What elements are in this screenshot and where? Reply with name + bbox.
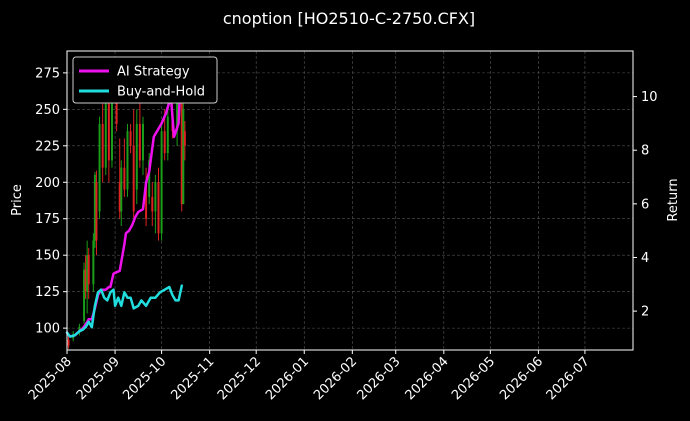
candle-body bbox=[83, 269, 86, 321]
candle-body bbox=[110, 94, 113, 161]
y-right-tick-label: 2 bbox=[641, 305, 649, 320]
y-tick-label: 250 bbox=[35, 103, 60, 118]
candle-body bbox=[126, 131, 129, 190]
x-tick-label: 2025-12 bbox=[215, 354, 264, 403]
candle-body bbox=[145, 182, 148, 219]
y-right-tick-label: 10 bbox=[641, 90, 658, 105]
candle-body bbox=[182, 109, 185, 205]
x-tick-label: 2026-05 bbox=[449, 354, 498, 403]
candle-body bbox=[123, 167, 126, 190]
x-tick-label: 2026-01 bbox=[263, 354, 312, 403]
candle-body bbox=[104, 102, 107, 168]
x-tick-label: 2025-10 bbox=[120, 354, 169, 403]
candle-body bbox=[148, 160, 151, 197]
candle-body bbox=[138, 123, 141, 161]
candle-body bbox=[160, 131, 163, 234]
x-tick-label: 2026-03 bbox=[355, 354, 404, 403]
candle-body bbox=[115, 94, 118, 124]
x-tick-label: 2025-11 bbox=[168, 354, 217, 403]
y-tick-label: 100 bbox=[35, 322, 60, 337]
y-tick-label: 125 bbox=[35, 285, 60, 300]
x-tick-label: 2025-09 bbox=[74, 354, 123, 403]
candle-body bbox=[163, 131, 166, 154]
series-line-buy-and-hold bbox=[65, 284, 184, 338]
candle-body bbox=[141, 123, 144, 161]
y-tick-label: 275 bbox=[35, 66, 60, 81]
candle-body bbox=[118, 182, 121, 212]
candle-body bbox=[180, 102, 183, 205]
x-tick-label: 2025-08 bbox=[26, 354, 75, 403]
y-right-tick-label: 8 bbox=[641, 144, 649, 159]
y-axis-right-label: Return bbox=[666, 178, 681, 221]
chart-title: cnoption [HO2510-C-2750.CFX] bbox=[223, 9, 475, 28]
candle-body bbox=[107, 102, 110, 161]
candle-body bbox=[176, 102, 179, 132]
x-tick-label: 2026-06 bbox=[497, 354, 546, 403]
candle-body bbox=[151, 196, 154, 212]
candle-body bbox=[120, 167, 123, 212]
legend-label-ai-strategy: AI Strategy bbox=[117, 65, 190, 80]
x-tick-label: 2026-04 bbox=[403, 354, 452, 403]
candle-body bbox=[157, 182, 160, 234]
legend-label-buy-and-hold: Buy-and-Hold bbox=[117, 85, 205, 100]
candle-body bbox=[95, 182, 98, 241]
y-right-tick-label: 6 bbox=[641, 197, 649, 212]
y-tick-label: 225 bbox=[35, 139, 60, 154]
candle-body bbox=[98, 123, 101, 212]
series-lines bbox=[65, 79, 184, 338]
grid-lines bbox=[66, 51, 633, 350]
left-axis: 100 125 150 175 200 225 250 275 bbox=[35, 66, 67, 337]
x-tick-label: 2026-02 bbox=[311, 354, 360, 403]
candle-body bbox=[166, 116, 169, 154]
candle-body bbox=[132, 145, 135, 212]
y-tick-label: 175 bbox=[35, 212, 60, 227]
right-axis: 2 4 6 8 10 bbox=[633, 90, 658, 320]
series-line-ai-strategy bbox=[65, 79, 184, 338]
candle-body bbox=[67, 339, 70, 346]
legend: AI Strategy Buy-and-Hold bbox=[72, 56, 218, 104]
y-tick-label: 200 bbox=[35, 176, 60, 191]
candle-body bbox=[135, 123, 138, 190]
candle-body bbox=[129, 131, 132, 146]
candle-body bbox=[101, 123, 104, 168]
plot-frame bbox=[66, 50, 634, 351]
candle-body bbox=[92, 240, 95, 285]
y-axis-label: Price bbox=[10, 184, 25, 216]
candle-body bbox=[93, 174, 96, 241]
candle-body bbox=[154, 182, 157, 212]
candle-body bbox=[183, 131, 186, 146]
candle-body bbox=[84, 269, 87, 292]
candle-body bbox=[86, 255, 89, 292]
y-right-tick-label: 4 bbox=[641, 251, 649, 266]
candle-body bbox=[87, 255, 90, 285]
y-tick-label: 150 bbox=[35, 249, 60, 264]
x-tick-label: 2026-07 bbox=[544, 354, 593, 403]
